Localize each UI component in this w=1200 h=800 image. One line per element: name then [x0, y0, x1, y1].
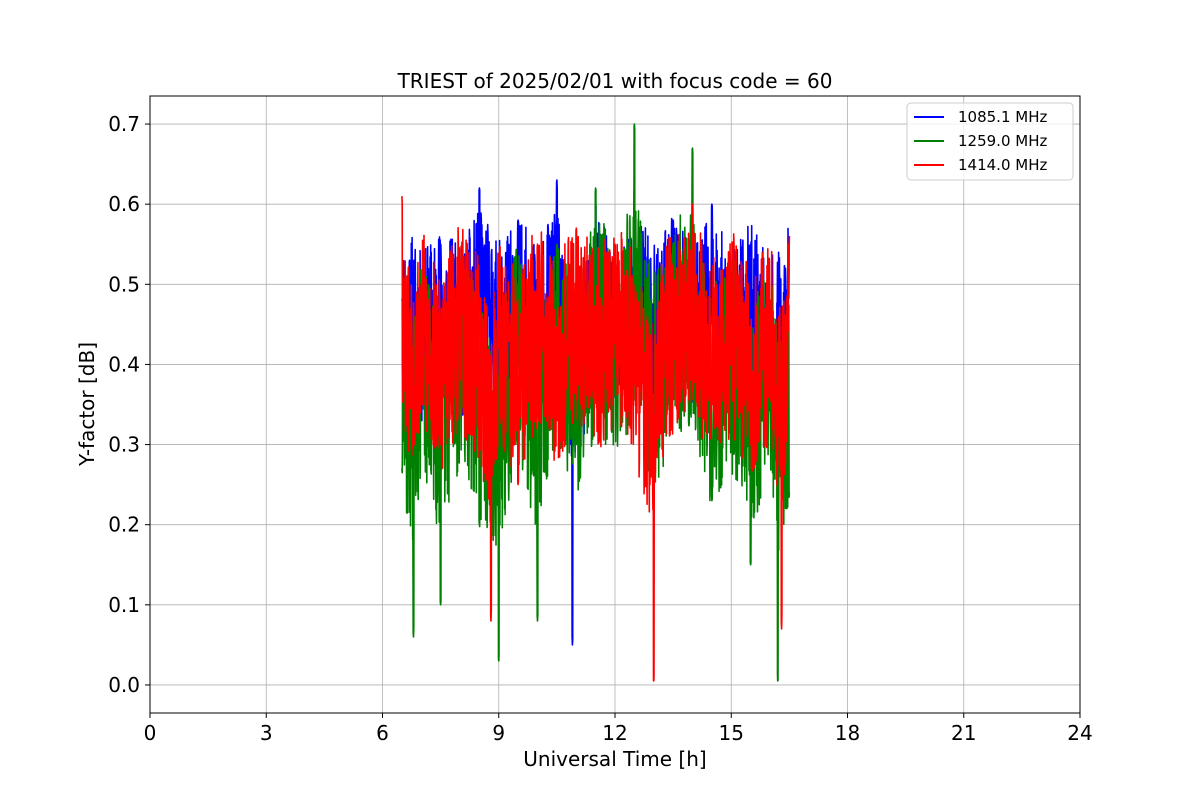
y-axis: 0.0 0.1 0.2 0.3 0.4 0.5 0.6 0.7 [108, 112, 150, 697]
legend-label-1259: 1259.0 MHz [958, 132, 1047, 150]
y-tick-label: 0.6 [108, 192, 140, 216]
x-tick-label: 6 [376, 721, 389, 745]
y-tick-label: 0.3 [108, 433, 140, 457]
x-tick-label: 24 [1067, 721, 1092, 745]
y-tick-label: 0.5 [108, 272, 140, 296]
y-tick-label: 0.2 [108, 513, 140, 537]
x-tick-label: 15 [719, 721, 744, 745]
series-line-3 [401, 196, 791, 682]
x-tick-label: 3 [260, 721, 273, 745]
y-tick-label: 0.1 [108, 593, 140, 617]
x-tick-label: 21 [951, 721, 976, 745]
chart-title: TRIEST of 2025/02/01 with focus code = 6… [397, 69, 833, 93]
y-tick-label: 0.0 [108, 673, 140, 697]
legend-label-1414: 1414.0 MHz [958, 156, 1047, 174]
y-tick-label: 0.7 [108, 112, 140, 136]
x-axis-label: Universal Time [h] [523, 747, 706, 771]
x-axis: 0 3 6 9 12 15 18 21 24 [144, 713, 1093, 745]
y-tick-label: 0.4 [108, 352, 140, 376]
series-layer [401, 123, 791, 682]
legend-label-1085: 1085.1 MHz [958, 108, 1047, 126]
x-tick-label: 0 [144, 721, 157, 745]
legend: 1085.1 MHz 1259.0 MHz 1414.0 MHz [906, 102, 1074, 181]
x-tick-label: 12 [602, 721, 627, 745]
plot-area [401, 123, 791, 682]
x-tick-label: 9 [492, 721, 505, 745]
x-tick-label: 18 [835, 721, 860, 745]
y-axis-label: Y-factor [dB] [75, 342, 99, 467]
legend-box [906, 102, 1074, 181]
